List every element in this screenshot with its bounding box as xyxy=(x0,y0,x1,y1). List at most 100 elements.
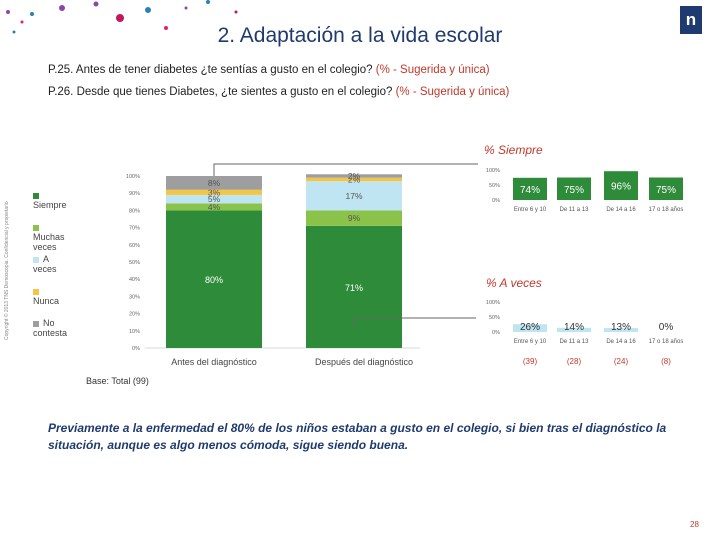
y-tick-label: 20% xyxy=(129,312,140,318)
panel-y-tick: 100% xyxy=(486,300,500,306)
panel-bar xyxy=(604,328,638,332)
question-2: P.26. Desde que tienes Diabetes, ¿te sie… xyxy=(48,86,509,98)
legend-label: No contesta xyxy=(33,318,68,338)
x-category-label: Antes del diagnóstico xyxy=(171,357,257,367)
question-1-text: P.25. Antes de tener diabetes ¿te sentía… xyxy=(48,64,373,76)
y-tick-label: 0% xyxy=(132,346,140,352)
panel-bar xyxy=(557,177,591,200)
y-tick-label: 100% xyxy=(126,174,140,180)
brand-logo: n xyxy=(680,6,702,34)
bar-segment xyxy=(306,174,402,178)
panel-category-label: Entre 6 y 10 xyxy=(514,207,547,213)
bar-data-label: 9% xyxy=(348,213,361,223)
panel-base-label: (8) xyxy=(661,357,671,366)
question-2-text: P.26. Desde que tienes Diabetes, ¿te sie… xyxy=(48,86,393,98)
y-tick-label: 40% xyxy=(129,277,140,283)
question-1: P.25. Antes de tener diabetes ¿te sentía… xyxy=(48,64,490,76)
bar-data-label: 3% xyxy=(208,187,221,197)
legend-item-4: No contesta xyxy=(33,318,67,338)
question-2-note: (% - Sugerida y única) xyxy=(395,86,510,98)
panel-y-tick: 0% xyxy=(492,330,500,336)
sample-base: Base: Total (99) xyxy=(86,376,149,386)
panel-y-tick: 50% xyxy=(489,315,500,321)
bar-segment xyxy=(166,194,262,204)
legend-item-2: A veces xyxy=(33,254,57,274)
bar-segment xyxy=(306,181,402,211)
legend-label: Nunca xyxy=(33,296,60,306)
y-tick-label: 50% xyxy=(129,260,140,266)
legend-item-3: Nunca xyxy=(33,286,59,306)
panel-base-label: (28) xyxy=(567,357,582,366)
panel-category-label: De 14 a 16 xyxy=(606,339,636,345)
legend-swatch xyxy=(33,288,39,295)
bar-segment xyxy=(166,189,262,195)
bar-segment xyxy=(306,210,402,226)
bar-segment xyxy=(166,176,262,190)
legend-swatch xyxy=(33,224,39,231)
panel-category-label: Entre 6 y 10 xyxy=(514,339,547,345)
panel-bar xyxy=(513,324,547,332)
decorative-dots xyxy=(6,0,238,34)
bar-data-label: 2% xyxy=(348,174,361,184)
legend-swatch xyxy=(33,256,39,263)
panel-base-label: (24) xyxy=(614,357,629,366)
panel-bar xyxy=(513,177,547,200)
bar-segment xyxy=(306,177,402,182)
bar-segment xyxy=(166,203,262,211)
conclusion-text: Previamente a la enfermedad el 80% de lo… xyxy=(48,421,667,452)
bar-data-label: 4% xyxy=(208,202,221,212)
siempre-section-title: % Siempre xyxy=(484,143,543,157)
panel-bar xyxy=(604,171,638,200)
panel-bar-label: 75% xyxy=(656,185,676,196)
y-tick-label: 70% xyxy=(129,226,140,232)
x-category-label: Después del diagnóstico xyxy=(315,357,413,367)
bar-data-label: 2% xyxy=(348,171,361,181)
y-tick-label: 80% xyxy=(129,208,140,214)
panel-y-tick: 50% xyxy=(489,183,500,189)
panel-bar-label: 74% xyxy=(520,185,540,196)
connector-aveces xyxy=(353,317,476,328)
panel-bar-label: 96% xyxy=(611,182,631,193)
legend-label: Muchas veces xyxy=(33,232,65,252)
panel-category-label: De 14 a 16 xyxy=(606,207,636,213)
panel-bar xyxy=(649,177,683,200)
panel-bar-label: 14% xyxy=(564,322,584,333)
question-1-note: (% - Sugerida y única) xyxy=(375,64,490,76)
legend-label: A veces xyxy=(33,254,57,274)
panel-bar-label: 26% xyxy=(520,322,540,333)
page-number: 28 xyxy=(690,520,699,529)
connector-siempre xyxy=(213,163,478,176)
panel-bar-label: 75% xyxy=(564,185,584,196)
panel-bar-label: 0% xyxy=(659,322,674,333)
legend-swatch xyxy=(33,192,39,199)
panel-category-label: De 11 a 13 xyxy=(560,207,590,213)
panel-base-label: (39) xyxy=(523,357,538,366)
y-tick-label: 10% xyxy=(129,329,140,335)
legend-item-0: Siempre xyxy=(33,190,67,210)
panel-category-label: De 11 a 13 xyxy=(560,339,590,345)
y-tick-label: 60% xyxy=(129,243,140,249)
bar-data-label: 17% xyxy=(345,191,362,201)
y-tick-label: 30% xyxy=(129,294,140,300)
bar-segment xyxy=(166,210,262,348)
panel-category-label: 17 o 18 años xyxy=(649,339,684,345)
legend-swatch xyxy=(33,320,39,327)
panel-bar xyxy=(557,327,591,332)
legend-label: Siempre xyxy=(33,200,67,210)
panel-category-label: 17 o 18 años xyxy=(649,207,684,213)
page-title: 2. Adaptación a la vida escolar xyxy=(217,24,503,47)
bar-data-label: 8% xyxy=(208,178,221,188)
bar-data-label: 80% xyxy=(205,275,223,285)
aveces-section-title: % A veces xyxy=(486,276,542,290)
copyright-note: Copyright © 2013 TNS Demoscopia. Confide… xyxy=(4,201,10,340)
panel-y-tick: 0% xyxy=(492,198,500,204)
legend-item-1: Muchas veces xyxy=(33,222,65,252)
panel-y-tick: 100% xyxy=(486,168,500,174)
y-tick-label: 90% xyxy=(129,191,140,197)
bar-data-label: 71% xyxy=(345,283,363,293)
panel-bar-label: 13% xyxy=(611,322,631,333)
bar-data-label: 5% xyxy=(208,194,221,204)
